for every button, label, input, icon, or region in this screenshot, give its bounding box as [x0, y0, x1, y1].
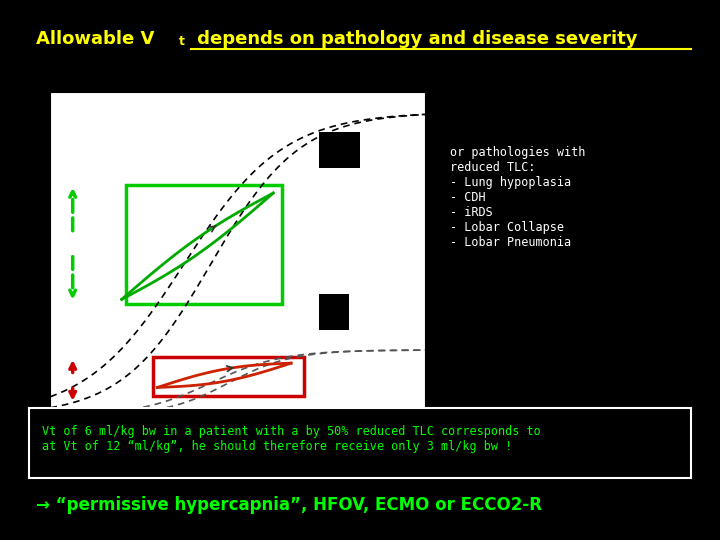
Text: The
baby
lung: The baby lung	[320, 295, 348, 329]
Text: Allowable V: Allowable V	[36, 30, 154, 48]
Text: The
normal
lung: The normal lung	[320, 133, 359, 167]
Text: → “permissive hypercapnia”, HFOV, ECMO or ECCO2-R: → “permissive hypercapnia”, HFOV, ECMO o…	[36, 496, 542, 514]
Text: t: t	[179, 35, 185, 48]
Text: or pathologies with
reduced TLC:
- Lung hypoplasia
- CDH
- iRDS
- Lobar Collapse: or pathologies with reduced TLC: - Lung …	[450, 146, 585, 249]
Bar	[153, 357, 305, 395]
Text: Vt of 6 ml/kg bw in a patient with a by 50% reduced TLC corresponds to
at Vt of : Vt of 6 ml/kg bw in a patient with a by …	[42, 426, 541, 453]
Text: depends on pathology and disease severity: depends on pathology and disease severit…	[191, 30, 637, 48]
Bar	[126, 185, 282, 305]
Y-axis label: Volume (l): Volume (l)	[21, 225, 31, 282]
X-axis label: Airway pressure (cmH₂O): Airway pressure (cmH₂O)	[167, 441, 308, 451]
